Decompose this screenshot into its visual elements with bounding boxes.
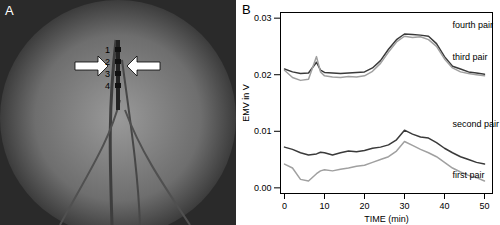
svg-text:EMV in V: EMV in V: [241, 84, 251, 122]
svg-text:30: 30: [399, 201, 409, 211]
svg-text:10: 10: [319, 201, 329, 211]
svg-text:0.01: 0.01: [254, 126, 272, 136]
svg-text:20: 20: [359, 201, 369, 211]
svg-text:0.02: 0.02: [254, 70, 272, 80]
svg-text:second pair: second pair: [453, 119, 500, 129]
svg-text:0: 0: [282, 201, 287, 211]
svg-text:50: 50: [479, 201, 489, 211]
svg-text:3: 3: [105, 69, 110, 79]
svg-text:2: 2: [105, 57, 110, 67]
svg-text:0.03: 0.03: [254, 13, 272, 23]
svg-text:third pair: third pair: [453, 51, 488, 61]
svg-text:1: 1: [105, 45, 110, 55]
svg-text:TIME (min): TIME (min): [364, 214, 409, 224]
svg-text:0.00: 0.00: [254, 183, 272, 193]
svg-text:first pair: first pair: [453, 170, 485, 180]
svg-text:A: A: [5, 3, 14, 18]
svg-text:40: 40: [439, 201, 449, 211]
html-text:B: B: [242, 2, 251, 17]
svg-text:fourth pair: fourth pair: [453, 20, 494, 30]
svg-text:4: 4: [105, 81, 110, 91]
